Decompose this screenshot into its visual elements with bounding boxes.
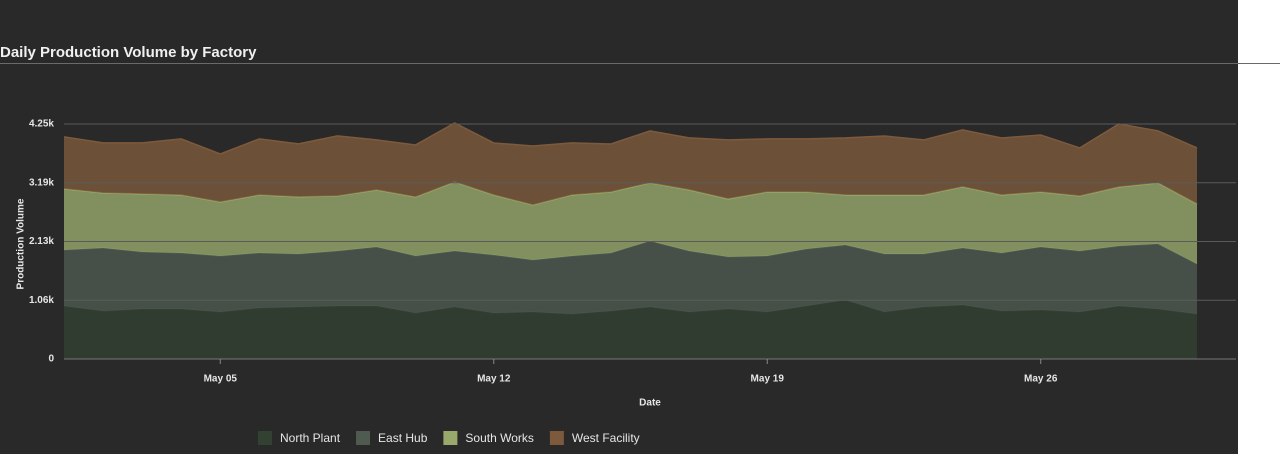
area-line xyxy=(63,122,1198,155)
area-fill xyxy=(64,181,1197,264)
legend-label: North Plant xyxy=(280,431,341,445)
y-tick-label: 4.25k xyxy=(29,119,54,130)
x-tick-label: May 19 xyxy=(751,374,785,385)
y-tick-label: 1.06k xyxy=(29,295,54,306)
legend-swatch xyxy=(258,431,272,445)
area-fill xyxy=(64,240,1197,314)
y-axis-label: Production Volume xyxy=(16,198,27,289)
legend-label: South Works xyxy=(465,431,533,445)
legend-swatch xyxy=(549,431,564,445)
y-tick-label: 2.13k xyxy=(29,236,54,247)
y-tick-label: 0 xyxy=(48,354,54,365)
legend-label: East Hub xyxy=(378,431,428,445)
area-fill xyxy=(64,300,1197,359)
legend-swatch xyxy=(443,431,458,445)
area-fill xyxy=(64,122,1197,205)
x-axis-label: Date xyxy=(639,398,661,409)
x-tick-label: May 12 xyxy=(477,374,511,385)
chart-title: Daily Production Volume by Factory xyxy=(0,44,257,61)
legend-swatch xyxy=(356,431,371,445)
x-tick-label: May 26 xyxy=(1024,374,1058,385)
x-tick-label: May 05 xyxy=(204,374,238,385)
area-line xyxy=(63,299,1198,315)
y-tick-label: 3.19k xyxy=(29,177,54,188)
legend-label: West Facility xyxy=(572,431,640,445)
